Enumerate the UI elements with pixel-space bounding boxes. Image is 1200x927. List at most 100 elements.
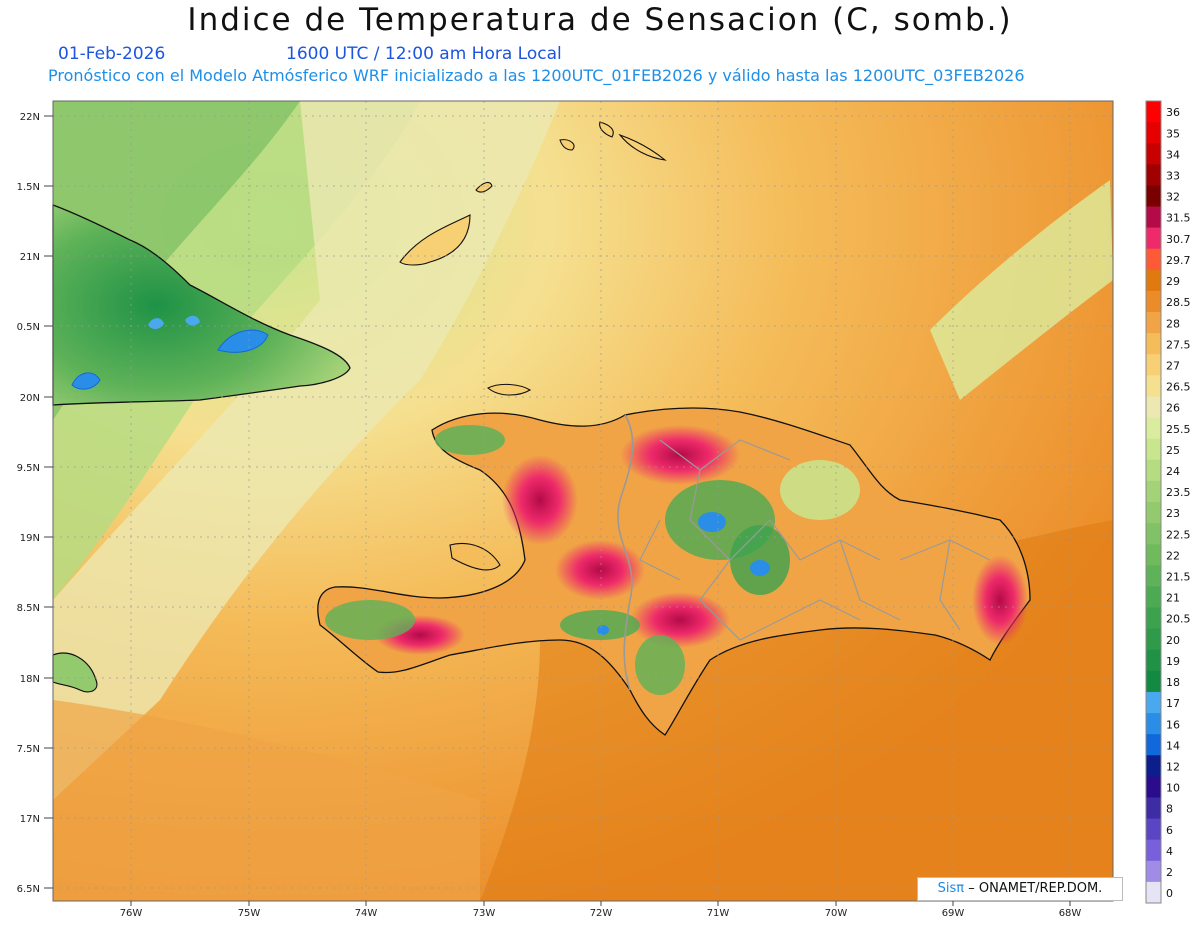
model-info-line: Pronóstico con el Modelo Atmósferico WRF… (48, 66, 1025, 85)
lon-label: 75W (238, 908, 261, 919)
colorbar-swatch (1146, 881, 1161, 904)
colorbar-swatch (1146, 607, 1161, 630)
colorbar-label: 23.5 (1166, 486, 1191, 499)
lon-label: 76W (120, 908, 143, 919)
colorbar-label: 24 (1166, 465, 1180, 478)
cuba-cold-spot (71, 372, 101, 390)
credit-org: – ONAMET/REP.DOM. (968, 881, 1103, 896)
colorbar-swatch (1146, 860, 1161, 883)
colorbar-label: 19 (1166, 655, 1180, 668)
colorbar-label: 21 (1166, 592, 1180, 605)
colorbar-label: 31.5 (1166, 212, 1191, 225)
lon-label: 73W (473, 908, 496, 919)
colorbar-swatch (1146, 459, 1161, 482)
colorbar-label: 17 (1166, 697, 1180, 710)
colorbar-swatch (1146, 818, 1161, 841)
lat-label: 6.5N (17, 884, 40, 895)
map-gridlines (53, 101, 1113, 901)
colorbar-label: 8 (1166, 803, 1173, 816)
colorbar-label: 25 (1166, 444, 1180, 457)
colorbar-label: 2 (1166, 866, 1173, 879)
hot-zone (972, 555, 1028, 645)
province-lines (639, 439, 991, 641)
colorbar-swatch (1146, 628, 1161, 651)
colorbar-label: 27 (1166, 359, 1180, 372)
colorbar-label: 36 (1166, 106, 1180, 119)
longitude-axis: 76W 75W 74W 73W 72W 71W 70W 69W 68W (120, 908, 1082, 919)
colorbar-swatch (1146, 776, 1161, 798)
colorbar-label: 27.5 (1166, 338, 1191, 351)
colorbar-swatch (1146, 670, 1161, 693)
colorbar-label: 32 (1166, 191, 1180, 204)
colorbar-label: 4 (1166, 845, 1173, 858)
hot-zone (555, 540, 645, 600)
plot-frame (52, 100, 1114, 902)
colorbar-label: 12 (1166, 760, 1180, 773)
colorbar-swatch (1146, 480, 1161, 503)
cold-spot (597, 625, 609, 635)
lat-label: 19N (20, 533, 40, 544)
colorbar-frame (1145, 100, 1162, 904)
colorbar-label: 0 (1166, 887, 1173, 900)
colorbar-label: 21.5 (1166, 571, 1191, 584)
lon-label: 72W (590, 908, 613, 919)
colorbar-label: 29.7 (1166, 254, 1191, 267)
lat-label: 18N (20, 674, 40, 685)
colorbar-swatch (1146, 206, 1161, 229)
colorbar-label: 10 (1166, 782, 1180, 795)
lon-label: 74W (355, 908, 378, 919)
map-title: Indice de Temperatura de Sensacion (C, s… (187, 2, 1013, 38)
hot-zone (502, 455, 578, 545)
lat-label: 21N (20, 252, 40, 263)
cool-zone (780, 460, 860, 520)
colorbar-label: 30.7 (1166, 233, 1191, 246)
cold-spot (750, 560, 770, 576)
colorbar-swatch (1146, 143, 1161, 165)
colorbar-swatch (1146, 375, 1161, 397)
cuba-landmass (52, 204, 351, 406)
colorbar-swatch (1146, 565, 1161, 587)
colorbar-swatch (1146, 290, 1161, 313)
cool-zone (560, 610, 640, 640)
colorbar-swatch (1146, 269, 1161, 292)
colorbar-label: 22 (1166, 549, 1180, 562)
colorbar-swatch (1146, 185, 1161, 208)
lat-label: 7.5N (17, 744, 40, 755)
bahamas-islands (399, 121, 667, 396)
colorbar-label: 35 (1166, 127, 1180, 140)
colorbar-swatch (1146, 354, 1161, 376)
colorbar-label: 34 (1166, 148, 1180, 161)
gonave-island (449, 543, 501, 571)
colorbar-swatch (1146, 797, 1161, 820)
latitude-axis: 22N 1.5N 21N 0.5N 20N 9.5N 19N 8.5N 18N … (17, 112, 40, 895)
colorbar-swatch (1146, 248, 1161, 271)
haiti-dr-border (617, 414, 634, 691)
colorbar-label: 20.5 (1166, 613, 1191, 626)
lon-label: 71W (707, 908, 730, 919)
colorbar-label: 22.5 (1166, 528, 1191, 541)
lat-label: 17N (20, 814, 40, 825)
cold-spot (698, 512, 726, 532)
colorbar-swatch (1146, 438, 1161, 461)
colorbar-label: 20 (1166, 634, 1180, 647)
sispi-logo: Sisπ (937, 881, 965, 896)
colorbar-label: 23 (1166, 507, 1180, 520)
colorbar-swatch (1146, 713, 1161, 735)
lon-label: 69W (942, 908, 965, 919)
colorbar-label: 25.5 (1166, 423, 1191, 436)
colorbar-swatch (1146, 101, 1161, 123)
lat-label: 20N (20, 393, 40, 404)
colorbar-swatch (1146, 839, 1161, 862)
forecast-time: 1600 UTC / 12:00 am Hora Local (286, 44, 562, 64)
colorbar-label: 18 (1166, 676, 1180, 689)
credit-box: Sisπ – ONAMET/REP.DOM. (917, 877, 1123, 901)
lon-label: 70W (825, 908, 848, 919)
colorbar-label: 28.5 (1166, 296, 1191, 309)
colorbar-swatch (1146, 734, 1161, 756)
lat-label: 0.5N (17, 322, 40, 333)
lat-label: 8.5N (17, 603, 40, 614)
colorbar-label: 14 (1166, 739, 1180, 752)
colorbar-swatch (1146, 523, 1161, 545)
colorbar-swatch (1146, 691, 1161, 714)
